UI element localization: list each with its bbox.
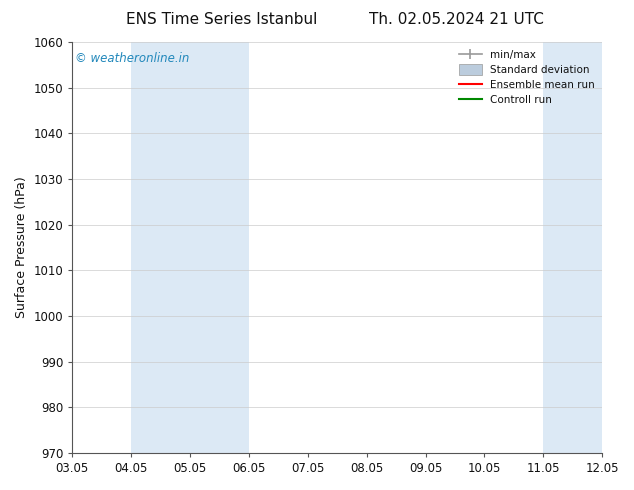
Bar xyxy=(131,42,249,453)
Text: Th. 02.05.2024 21 UTC: Th. 02.05.2024 21 UTC xyxy=(369,12,544,27)
Legend: min/max, Standard deviation, Ensemble mean run, Controll run: min/max, Standard deviation, Ensemble me… xyxy=(455,45,599,109)
Bar xyxy=(543,42,631,453)
Y-axis label: Surface Pressure (hPa): Surface Pressure (hPa) xyxy=(15,176,28,318)
Text: © weatheronline.in: © weatheronline.in xyxy=(75,52,190,65)
Text: ENS Time Series Istanbul: ENS Time Series Istanbul xyxy=(126,12,318,27)
